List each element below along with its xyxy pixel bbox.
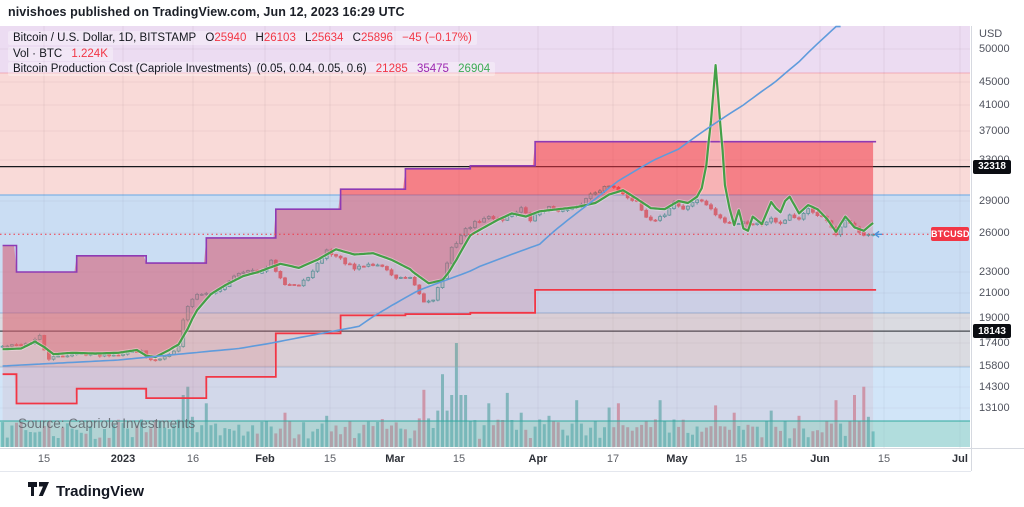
volume-label: Vol · BTC bbox=[13, 48, 63, 60]
legend-symbol-row[interactable]: Bitcoin / U.S. Dollar, 1D, BITSTAMP O259… bbox=[8, 31, 477, 45]
time-tick-label: 15 bbox=[452, 453, 466, 465]
indicator-title: Bitcoin Production Cost (Capriole Invest… bbox=[13, 63, 252, 75]
footer-brand[interactable]: TradingView bbox=[28, 481, 144, 502]
symbol-title: Bitcoin / U.S. Dollar, 1D, BITSTAMP bbox=[13, 32, 197, 44]
time-tick-label: 17 bbox=[606, 453, 620, 465]
price-axis[interactable] bbox=[971, 26, 1024, 470]
time-tick-label: 2023 bbox=[110, 453, 136, 465]
time-tick-label: 15 bbox=[323, 453, 337, 465]
price-tick-label: 29000 bbox=[979, 195, 1010, 207]
source-watermark: Source: Capriole Investments bbox=[18, 416, 196, 431]
time-tick-label: Feb bbox=[255, 453, 275, 465]
legend-volume-row[interactable]: Vol · BTC 1.224K bbox=[8, 47, 113, 61]
byline: nivishoes published on TradingView.com, … bbox=[8, 5, 405, 19]
price-level-badge: 32318 bbox=[973, 159, 1011, 174]
time-axis[interactable] bbox=[0, 448, 971, 472]
time-tick-label: Jun bbox=[810, 453, 830, 465]
ohlc-low-label: L bbox=[305, 32, 312, 44]
time-tick-label: 15 bbox=[37, 453, 51, 465]
price-tick-label: 21000 bbox=[979, 287, 1010, 299]
symbol-price-badge: BTCUSD bbox=[931, 227, 970, 242]
ohlc-open-label: O bbox=[205, 32, 215, 44]
time-tick-label: Apr bbox=[528, 453, 548, 465]
time-tick-label: May bbox=[666, 453, 688, 465]
price-tick-label: 50000 bbox=[979, 43, 1010, 55]
ohlc-open-value: 25940 bbox=[214, 32, 247, 44]
price-tick-label: 26000 bbox=[979, 227, 1010, 239]
time-tick-label: Jul bbox=[952, 453, 968, 465]
tradingview-logo-icon[interactable] bbox=[28, 481, 49, 502]
indicator-bottom-band-value: 21285 bbox=[375, 63, 408, 75]
price-tick-label: 14300 bbox=[979, 381, 1010, 393]
ohlc-close-value: 25896 bbox=[360, 32, 393, 44]
price-tick-label: 13100 bbox=[979, 402, 1010, 414]
brand-text[interactable]: TradingView bbox=[56, 483, 145, 500]
ohlc-high-label: H bbox=[255, 32, 264, 44]
price-tick-label: 23000 bbox=[979, 266, 1010, 278]
time-tick-label: 15 bbox=[877, 453, 891, 465]
change-value: −45 (−0.17%) bbox=[402, 32, 472, 44]
time-tick-label: Mar bbox=[385, 453, 405, 465]
volume-value: 1.224K bbox=[71, 48, 108, 60]
price-tick-label: 17400 bbox=[979, 337, 1010, 349]
price-tick-label: 19000 bbox=[979, 312, 1010, 324]
price-level-badge: 18143 bbox=[973, 324, 1011, 339]
price-tick-label: 37000 bbox=[979, 125, 1010, 137]
ohlc-close-label: C bbox=[352, 32, 361, 44]
indicator-avg-value: 26904 bbox=[458, 63, 491, 75]
price-tick-label: 41000 bbox=[979, 99, 1010, 111]
indicator-top-band-value: 35475 bbox=[416, 63, 449, 75]
price-tick-label: 45000 bbox=[979, 76, 1010, 88]
legend-indicator-row[interactable]: Bitcoin Production Cost (Capriole Invest… bbox=[8, 62, 496, 76]
indicator-params: (0.05, 0.04, 0.05, 0.6) bbox=[256, 63, 367, 75]
time-tick-label: 15 bbox=[734, 453, 748, 465]
price-axis-unit: USD bbox=[979, 28, 1003, 40]
ohlc-high-value: 26103 bbox=[263, 32, 296, 44]
axis-corner bbox=[971, 448, 1024, 471]
price-tick-label: 15800 bbox=[979, 360, 1010, 372]
time-tick-label: 16 bbox=[186, 453, 200, 465]
ohlc-low-value: 25634 bbox=[311, 32, 344, 44]
